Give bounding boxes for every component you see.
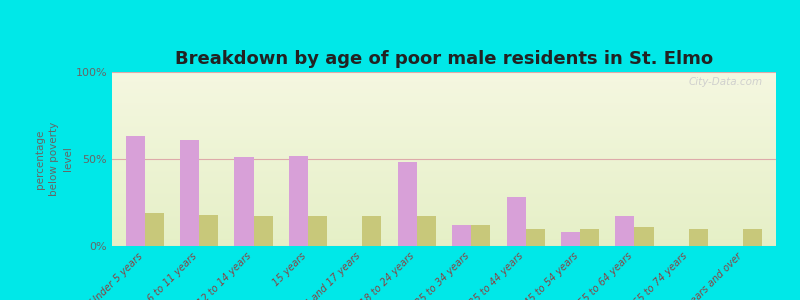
- Bar: [289, 155, 308, 246]
- Bar: [615, 216, 634, 246]
- Bar: [580, 229, 599, 246]
- Bar: [417, 216, 436, 246]
- Bar: [743, 229, 762, 246]
- Bar: [398, 163, 417, 246]
- Bar: [471, 225, 490, 246]
- Bar: [452, 225, 471, 246]
- Title: Breakdown by age of poor male residents in St. Elmo: Breakdown by age of poor male residents …: [175, 50, 713, 68]
- Text: City-Data.com: City-Data.com: [689, 77, 762, 87]
- Bar: [199, 215, 218, 246]
- Bar: [180, 140, 199, 246]
- Bar: [506, 197, 526, 246]
- Bar: [362, 216, 382, 246]
- Bar: [254, 216, 273, 246]
- Bar: [145, 213, 164, 246]
- Bar: [561, 232, 580, 246]
- Bar: [126, 136, 145, 246]
- Bar: [234, 157, 254, 246]
- Bar: [308, 216, 327, 246]
- Bar: [634, 227, 654, 246]
- Bar: [526, 229, 545, 246]
- Y-axis label: percentage
below poverty
level: percentage below poverty level: [34, 122, 73, 196]
- Bar: [689, 229, 708, 246]
